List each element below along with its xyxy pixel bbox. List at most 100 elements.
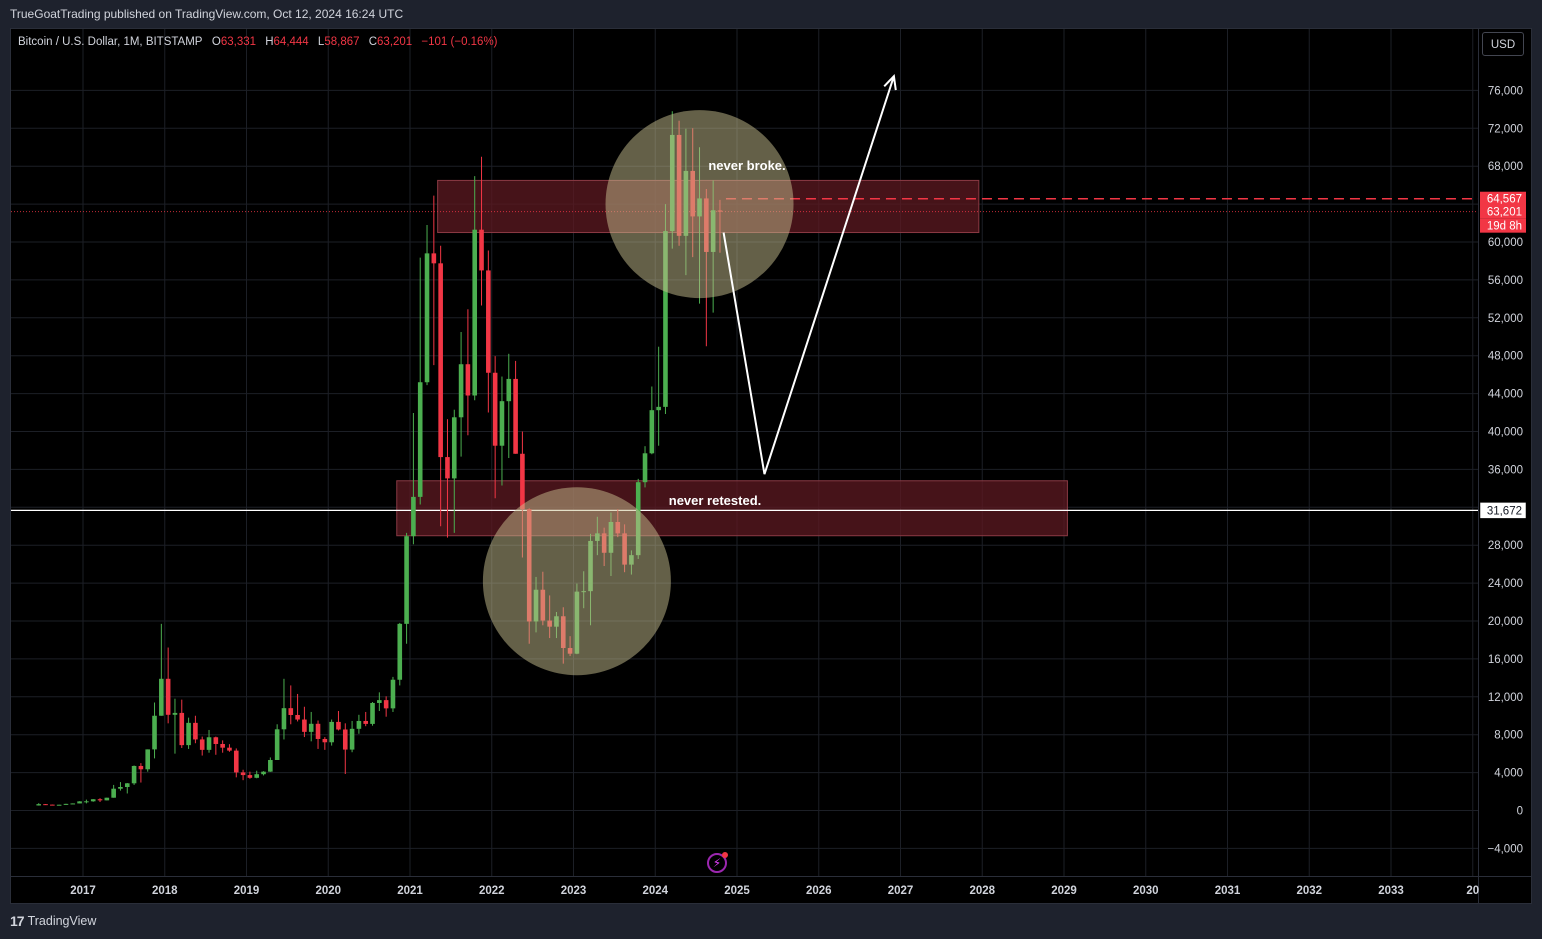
candle-body[interactable]: [50, 804, 55, 806]
highlight-circle-top[interactable]: [605, 110, 794, 299]
candle-body[interactable]: [451, 417, 457, 479]
level-tag[interactable]: 31,672: [1487, 505, 1522, 517]
candle-body[interactable]: [90, 799, 96, 802]
candle-body[interactable]: [349, 728, 355, 750]
candle-body[interactable]: [390, 679, 396, 709]
candle-body[interactable]: [152, 715, 157, 750]
candle-body[interactable]: [649, 410, 655, 454]
x-tick-label: 2024: [642, 885, 668, 897]
support-zone[interactable]: [396, 480, 1068, 537]
symbol-legend[interactable]: Bitcoin / U.S. Dollar, 1M, BITSTAMP O63,…: [18, 34, 504, 50]
candle-body[interactable]: [288, 708, 294, 715]
candle-body[interactable]: [145, 749, 151, 770]
chart-frame[interactable]: [10, 28, 1532, 904]
candle-body[interactable]: [370, 702, 375, 724]
candle-body[interactable]: [247, 775, 253, 778]
candle-body[interactable]: [465, 364, 471, 396]
candle-body[interactable]: [329, 721, 334, 743]
candle-body[interactable]: [70, 803, 76, 805]
candle-body[interactable]: [472, 229, 478, 396]
candle-body[interactable]: [663, 231, 668, 407]
candle-body[interactable]: [438, 263, 443, 458]
candle-body[interactable]: [199, 739, 205, 750]
candle-body[interactable]: [233, 750, 239, 773]
candle-body[interactable]: [138, 765, 144, 770]
x-tick-label: 2032: [1296, 885, 1322, 897]
candle-body[interactable]: [336, 721, 341, 730]
candle-body[interactable]: [411, 496, 416, 537]
candle-body[interactable]: [377, 700, 382, 703]
candle-body[interactable]: [363, 720, 369, 724]
candle-body[interactable]: [642, 453, 648, 483]
never-retested-label[interactable]: never retested.: [669, 493, 762, 508]
candle-body[interactable]: [302, 719, 307, 732]
y-tick-label: 40,000: [1488, 427, 1523, 439]
open-value: 63,331: [220, 36, 257, 48]
candle-body[interactable]: [445, 457, 450, 479]
y-tick-label: 8,000: [1494, 730, 1523, 742]
candle-body[interactable]: [159, 678, 164, 716]
candle-body[interactable]: [356, 720, 362, 729]
candle-body[interactable]: [656, 406, 661, 411]
lightning-icon[interactable]: ⚡: [707, 852, 728, 873]
candle-body[interactable]: [104, 797, 110, 801]
candle-body[interactable]: [172, 712, 178, 715]
last-price-tag[interactable]: 63,201: [1487, 207, 1522, 219]
candle-body[interactable]: [131, 765, 137, 784]
candle-body[interactable]: [43, 804, 48, 806]
candle-body[interactable]: [165, 678, 171, 715]
candle-body[interactable]: [424, 253, 430, 383]
highlight-circle-bottom[interactable]: [482, 487, 671, 676]
candle-body[interactable]: [342, 729, 348, 750]
candle-body[interactable]: [404, 536, 409, 624]
candle-body[interactable]: [186, 722, 191, 746]
candle-body[interactable]: [227, 747, 232, 751]
candle-body[interactable]: [308, 723, 314, 732]
dashed-level-tag[interactable]: 64,567: [1487, 194, 1522, 206]
candle-body[interactable]: [315, 723, 321, 739]
candle-body[interactable]: [513, 378, 518, 454]
candle-body[interactable]: [486, 270, 491, 373]
candle-body[interactable]: [417, 382, 423, 497]
candle-body[interactable]: [492, 372, 498, 446]
candle-body[interactable]: [261, 771, 266, 775]
candle-body[interactable]: [499, 401, 505, 446]
candle-body[interactable]: [295, 714, 300, 720]
candle-body[interactable]: [77, 801, 82, 804]
candle-body[interactable]: [281, 708, 287, 730]
candle-body[interactable]: [118, 787, 123, 789]
projection-path-arrow[interactable]: [722, 75, 895, 475]
candle-body[interactable]: [240, 772, 246, 776]
candle-body[interactable]: [63, 803, 69, 805]
candle-body[interactable]: [274, 729, 280, 760]
candle-body[interactable]: [220, 743, 225, 748]
candle-body[interactable]: [254, 774, 260, 778]
low-label: L: [317, 36, 325, 48]
candle-body[interactable]: [193, 722, 198, 740]
candle-body[interactable]: [397, 623, 403, 680]
notification-dot: [722, 852, 728, 858]
candle-body[interactable]: [506, 378, 512, 402]
never-broke-label[interactable]: never broke.: [708, 158, 785, 173]
candle-body[interactable]: [111, 788, 116, 798]
candle-body[interactable]: [322, 738, 328, 743]
candle-body[interactable]: [206, 737, 212, 750]
candle-body[interactable]: [268, 759, 273, 772]
candle-body[interactable]: [431, 253, 437, 264]
tradingview-logo[interactable]: 17 TradingView: [10, 904, 96, 939]
candle-body[interactable]: [124, 783, 130, 788]
candle-body[interactable]: [479, 229, 484, 271]
candle-body[interactable]: [97, 799, 103, 801]
candle-body[interactable]: [458, 364, 464, 418]
candle-body[interactable]: [56, 804, 62, 806]
candle-body[interactable]: [84, 801, 89, 803]
y-tick-label: 0: [1517, 806, 1523, 818]
candle-body[interactable]: [383, 700, 389, 709]
candle-body[interactable]: [179, 712, 185, 746]
candle-body[interactable]: [520, 453, 525, 510]
candle-body[interactable]: [213, 737, 219, 744]
currency-button[interactable]: USD: [1482, 32, 1524, 56]
y-tick-label: 24,000: [1488, 578, 1523, 590]
candle-body[interactable]: [36, 804, 42, 806]
